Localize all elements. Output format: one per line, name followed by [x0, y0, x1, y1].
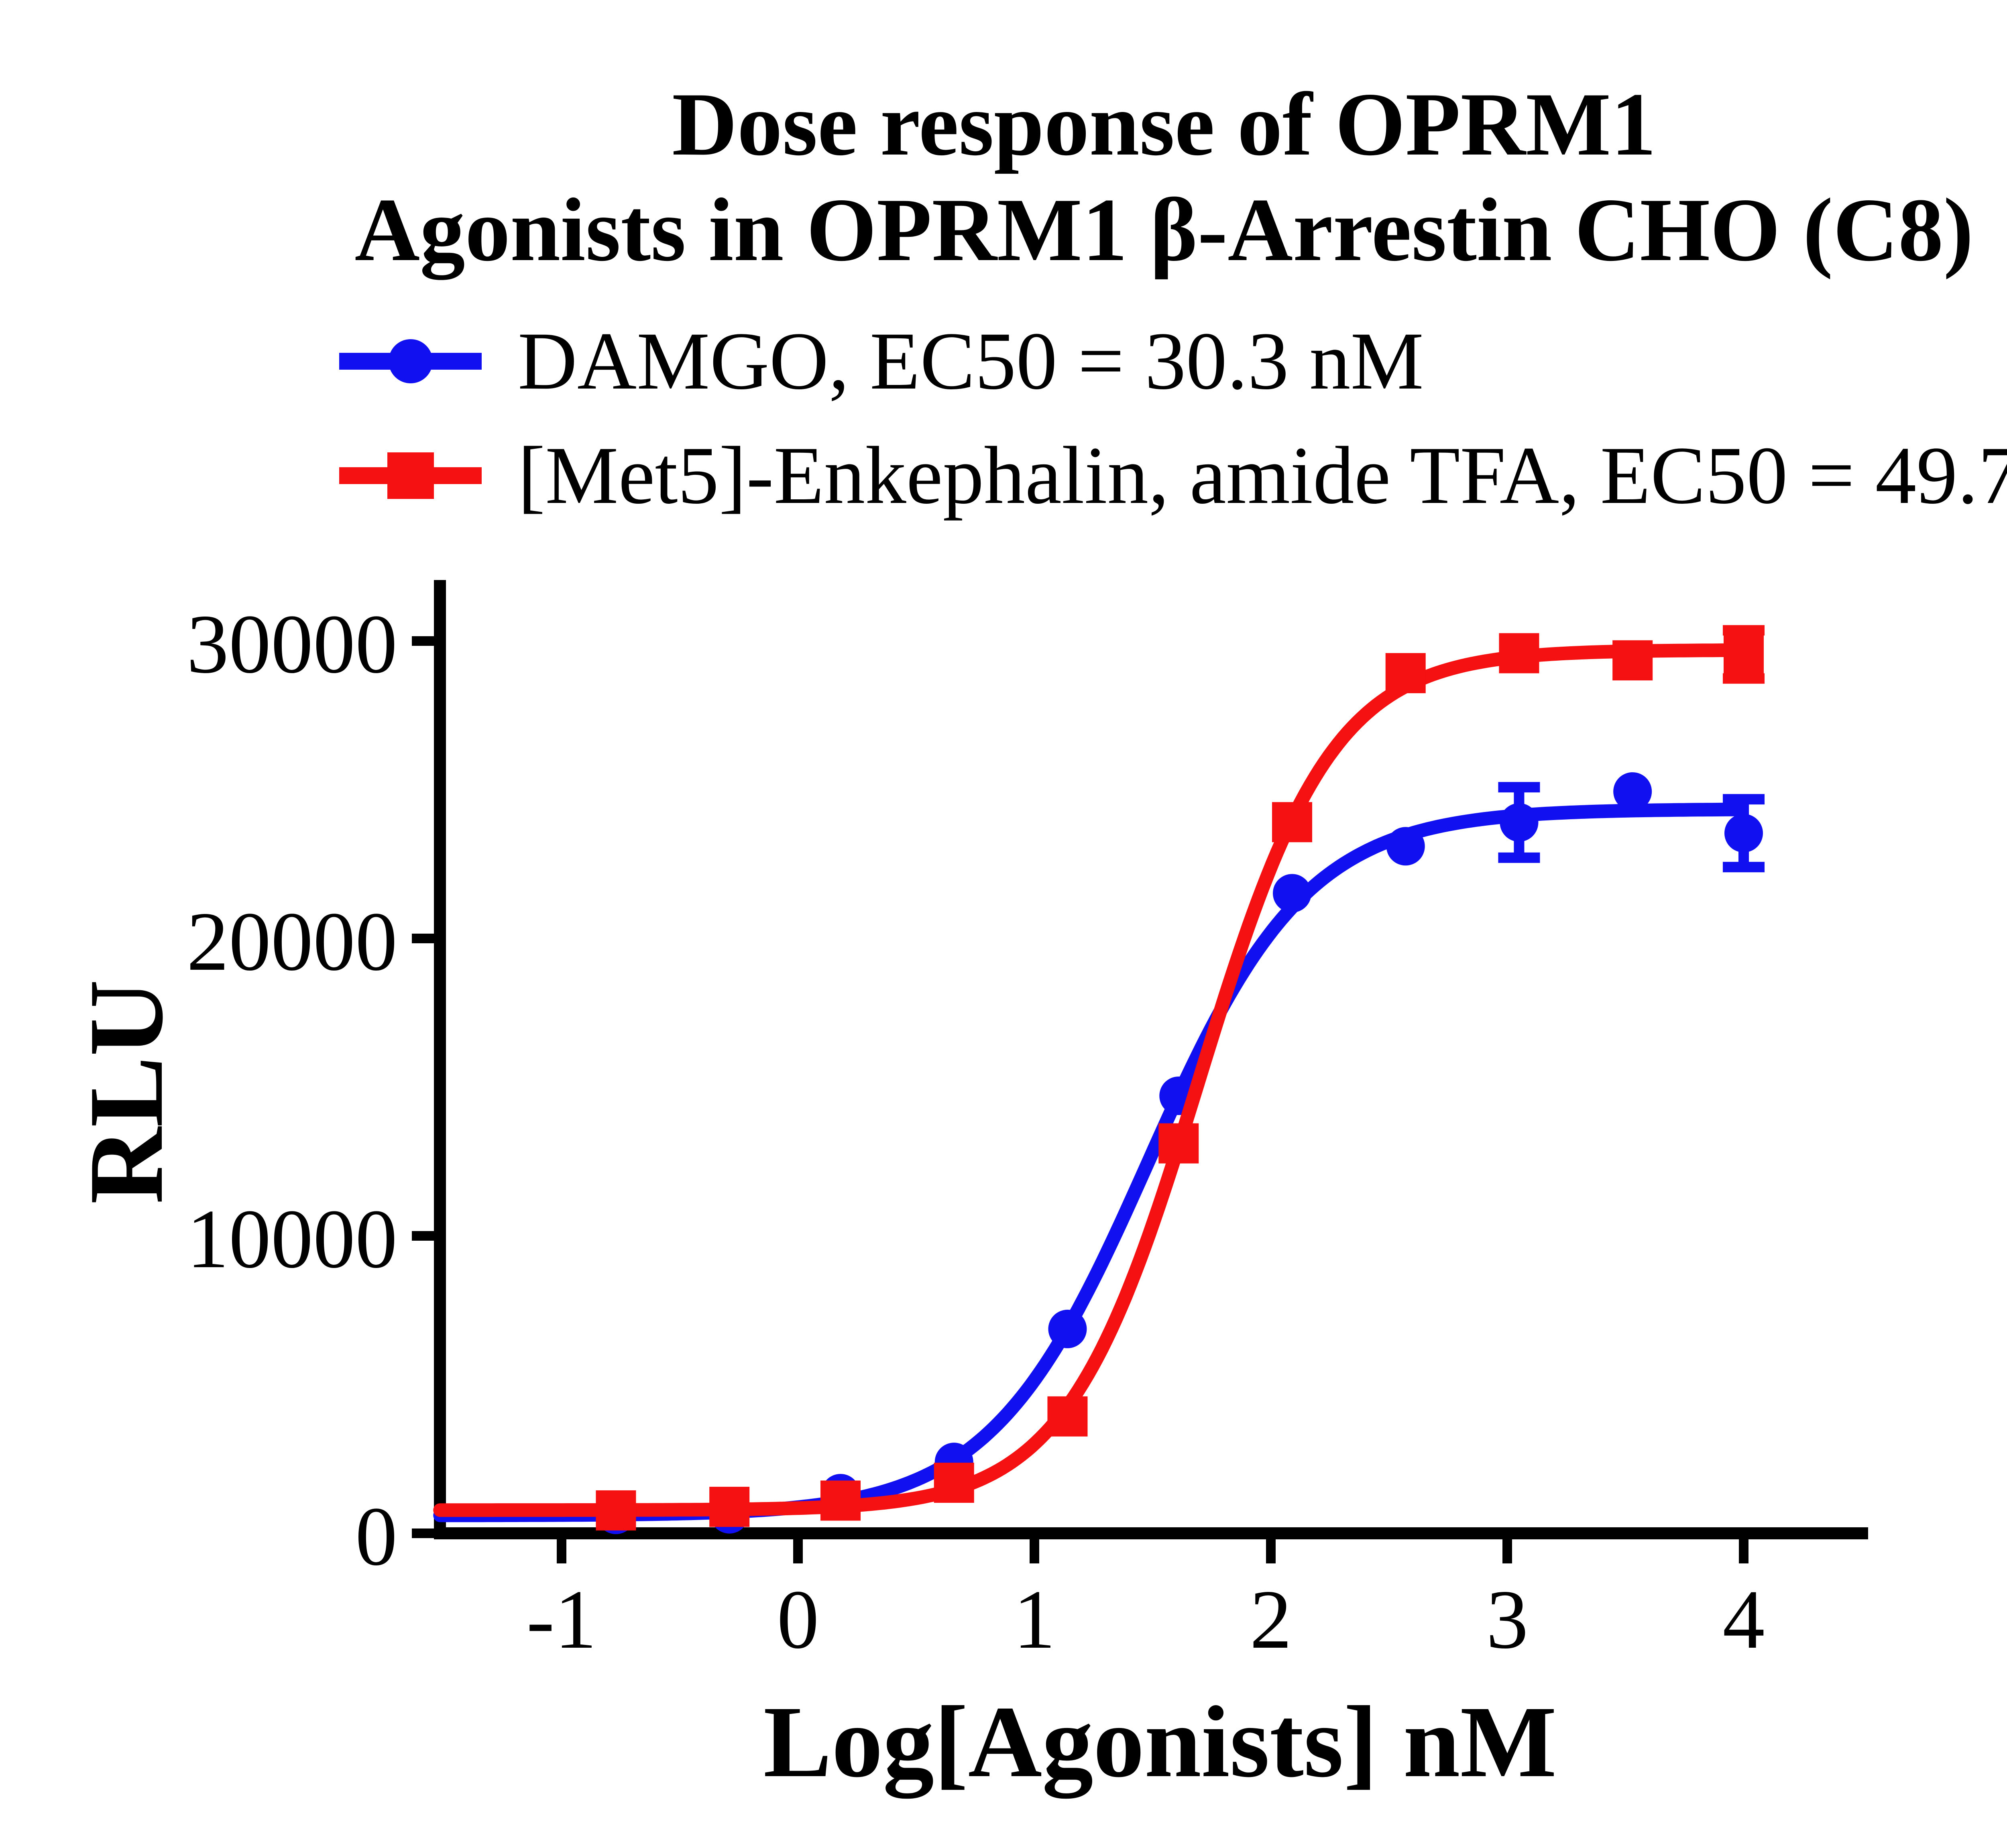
met5-enkephalin-point: [596, 1490, 636, 1531]
damgo-curve: [433, 802, 1747, 1522]
legend-item-met5-enkephalin: [Met5]-Enkephalin, amide TFA, EC50 = 49.…: [339, 430, 2007, 521]
y-tick-label: 20000: [187, 895, 397, 988]
x-tick-label: 0: [777, 1573, 819, 1666]
damgo-point: [1273, 874, 1312, 913]
plot-area: [433, 625, 1765, 1535]
damgo-point: [1613, 772, 1652, 811]
y-tick-label: 0: [355, 1490, 397, 1583]
met5-enkephalin-point: [1158, 1123, 1199, 1164]
damgo-point: [1048, 1309, 1087, 1348]
y-tick: [412, 1231, 434, 1241]
y-tick: [412, 636, 434, 646]
x-tick-label: 2: [1250, 1573, 1292, 1666]
legend-item-damgo: DAMGO, EC50 = 30.3 nM: [339, 315, 1424, 407]
x-axis-ticks: -1 0 1 2 3 4: [527, 1539, 1765, 1666]
y-axis-line: [434, 580, 446, 1539]
x-tick: [1739, 1539, 1748, 1563]
y-axis-ticks: 0 10000 20000 30000: [187, 598, 434, 1583]
damgo-point: [1500, 803, 1539, 842]
met5-enkephalin-point: [820, 1480, 861, 1521]
x-tick: [1266, 1539, 1276, 1563]
met5-enkephalin-series: [433, 625, 1765, 1531]
met5-enkephalin-legend-label: [Met5]-Enkephalin, amide TFA, EC50 = 49.…: [518, 430, 2007, 521]
y-tick: [412, 1528, 434, 1538]
x-axis-title: Log[Agonists] nM: [763, 1685, 1557, 1799]
damgo-error-bar-cap: [1498, 852, 1540, 863]
x-tick-label: 4: [1723, 1573, 1765, 1666]
met5-enkephalin-point: [1272, 802, 1313, 843]
x-tick-label: 1: [1014, 1573, 1056, 1666]
y-axis-title: RLU: [67, 979, 185, 1204]
damgo-legend-label: DAMGO, EC50 = 30.3 nM: [518, 315, 1424, 407]
legend: DAMGO, EC50 = 30.3 nM [Met5]-Enkephalin,…: [339, 315, 2007, 521]
damgo-error-bar-cap: [1498, 782, 1540, 793]
damgo-error-bar-cap: [1723, 862, 1765, 873]
damgo-point: [1386, 827, 1425, 866]
met5-enkephalin-point: [1499, 633, 1539, 674]
y-tick-label: 10000: [187, 1193, 397, 1286]
met5-enkephalin-curve: [433, 643, 1747, 1517]
met5-enkephalin-error-bar-cap: [1723, 673, 1765, 684]
x-tick: [793, 1539, 803, 1563]
damgo-series: [433, 772, 1765, 1535]
y-tick-label: 30000: [187, 598, 397, 691]
met5-enkephalin-point: [934, 1463, 974, 1503]
damgo-error-bar-cap: [1723, 794, 1765, 805]
x-tick: [557, 1539, 566, 1563]
met5-enkephalin-point: [1047, 1396, 1088, 1437]
chart-title-line1: Dose response of OPRM1: [672, 74, 1656, 174]
met5-enkephalin-point: [1724, 634, 1764, 675]
damgo-point: [1724, 814, 1763, 853]
met5-enkephalin-point: [1612, 640, 1653, 681]
met5-enkephalin-legend-square-icon: [387, 452, 434, 499]
met5-enkephalin-point: [709, 1487, 750, 1527]
chart-title-line2: Agonists in OPRM1 β-Arrestin CHO (C8): [355, 179, 1974, 280]
met5-enkephalin-point: [1385, 653, 1426, 694]
damgo-legend-circle-icon: [389, 339, 433, 383]
y-tick: [412, 934, 434, 943]
x-tick-label: 3: [1486, 1573, 1529, 1666]
x-tick-label: -1: [527, 1573, 597, 1666]
met5-enkephalin-error-bar-cap: [1723, 625, 1765, 636]
x-tick: [1030, 1539, 1039, 1563]
x-tick: [1502, 1539, 1512, 1563]
x-axis-line: [434, 1527, 1868, 1539]
